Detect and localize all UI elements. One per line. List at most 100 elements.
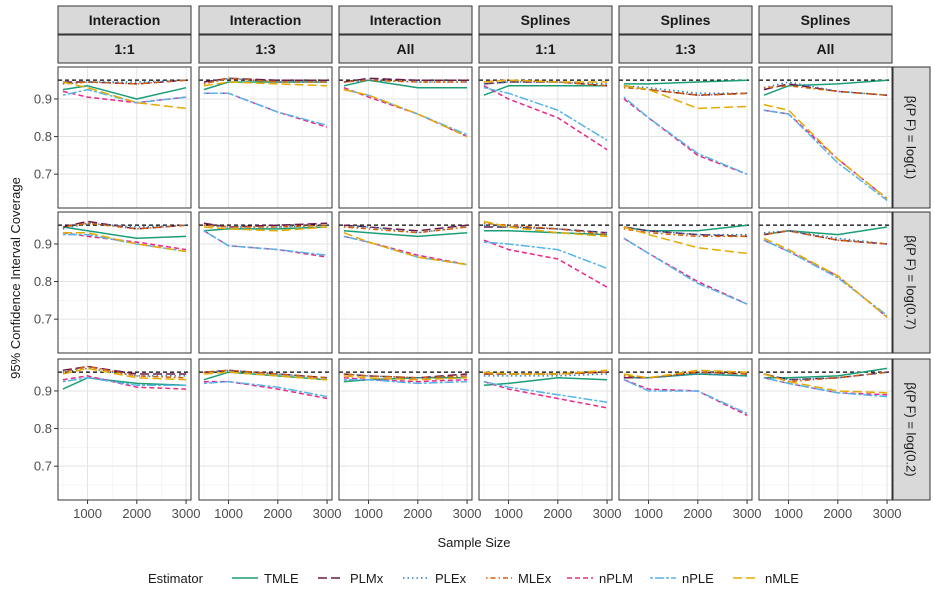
panel-r1-c6 [758, 66, 893, 209]
panel-r2-c4 [478, 211, 613, 354]
series-line-plmx [203, 369, 328, 379]
panel-background [479, 359, 612, 500]
y-tick-label: 0.9 [34, 236, 52, 251]
x-tick-label: 3000 [873, 506, 902, 521]
x-tick-label: 2000 [543, 506, 572, 521]
series-line-tmle [343, 79, 468, 89]
panel-r3-c1: 0.7 0.8 0.9 1000 2000 3000 [34, 358, 201, 521]
panel-r2-c6 [758, 211, 893, 354]
panel-background [58, 359, 191, 500]
x-tick-label: 2000 [403, 506, 432, 521]
series-line-tmle [623, 224, 748, 232]
col-strip-1-2 [57, 34, 192, 64]
series-line-nple [483, 86, 608, 141]
series-line-nple [483, 380, 608, 403]
panel-r1-c4 [478, 66, 613, 209]
series-line-nmle [763, 237, 888, 318]
series-line-plmx [343, 224, 468, 232]
x-tick-label: 1000 [634, 506, 663, 521]
legend-label-nplm: nPLM [599, 571, 633, 586]
panel-border [478, 66, 613, 209]
panel-border [57, 211, 192, 354]
series-line-nple [343, 88, 468, 136]
y-tick-label: 0.7 [34, 312, 52, 327]
series-line-nplm [483, 380, 608, 409]
x-tick-label: 2000 [122, 506, 151, 521]
series-line-tmle [763, 79, 888, 96]
col-strip-5-2 [618, 34, 753, 64]
series-line-tmle [763, 226, 888, 236]
row-strip-label-3: β(P F) = log(0.2) [904, 382, 919, 476]
series-line-mlex [203, 77, 328, 85]
series-line-tmle [203, 226, 328, 232]
series-line-plmx [763, 230, 888, 245]
panel-background [619, 359, 752, 500]
y-tick-label: 0.7 [34, 167, 52, 182]
x-tick-label: 3000 [172, 506, 201, 521]
panel-background [759, 359, 892, 500]
series-line-nple [623, 379, 748, 415]
series-line-nmle [483, 220, 608, 238]
panel-border [618, 66, 753, 209]
series-line-plex [203, 77, 328, 85]
x-tick-label: 2000 [823, 506, 852, 521]
col-strip-6-2 [758, 34, 893, 64]
panel-border [758, 358, 893, 501]
col-strip-label-2-1: Interaction [230, 12, 302, 28]
series-line-nmle [343, 88, 468, 138]
y-tick-label: 0.8 [34, 274, 52, 289]
y-axis-title: 95% Confidence Interval Coverage [8, 177, 23, 379]
row-strip-label-1: β(P F) = log(1) [904, 96, 919, 179]
series-line-plmx [62, 79, 187, 85]
series-line-nmle [203, 81, 328, 87]
panel-r3-c4: 1000 2000 3000 [478, 358, 622, 521]
panel-r3-c2: 1000 2000 3000 [198, 358, 342, 521]
series-line-plex [62, 367, 187, 377]
series-line-plmx [483, 371, 608, 375]
series-line-plmx [62, 220, 187, 230]
panel-r1-c2 [198, 66, 333, 209]
col-strip-2-1 [198, 5, 333, 35]
series-line-mlex [763, 371, 888, 383]
panels-layer: Interaction 1:1 Interaction 1:3 Interaction A… [34, 5, 931, 521]
row-strip-2 [892, 211, 931, 354]
col-strip-label-5-1: Splines [661, 12, 711, 28]
series-line-nple [763, 377, 888, 398]
panel-background [759, 212, 892, 353]
panel-r2-c2 [198, 211, 333, 354]
series-line-nmle [343, 375, 468, 381]
y-tick-label: 0.8 [34, 129, 52, 144]
series-line-nple [343, 378, 468, 385]
series-line-nplm [203, 380, 328, 400]
series-line-nplm [623, 237, 748, 305]
col-strip-3-2 [338, 34, 473, 64]
col-strip-label-1-1: Interaction [89, 12, 161, 28]
row-strip-label-2: β(P F) = log(0.7) [904, 235, 919, 329]
series-line-nmle [623, 369, 748, 379]
col-strip-label-6-2: All [817, 41, 835, 57]
col-strip-2-2 [198, 34, 333, 64]
series-line-nmle [483, 79, 608, 83]
series-line-tmle [62, 377, 187, 390]
panel-background [619, 212, 752, 353]
panel-r3-c6: 1000 2000 3000 [758, 358, 902, 521]
series-line-plex [763, 81, 888, 96]
panel-border [478, 211, 613, 354]
panel-r1-c3 [338, 66, 473, 209]
legend-label-nple: nPLE [682, 571, 714, 586]
series-line-plex [763, 230, 888, 245]
series-line-nmle [763, 103, 888, 200]
series-line-nplm [343, 377, 468, 383]
series-line-nple [623, 237, 748, 305]
col-strip-5-1 [618, 5, 753, 35]
legend-label-nmle: nMLE [765, 571, 799, 586]
row-strip-3 [892, 358, 931, 501]
series-line-nple [483, 241, 608, 270]
y-tick-label: 0.9 [34, 91, 52, 106]
x-tick-label: 2000 [683, 506, 712, 521]
col-strip-label-4-2: 1:1 [535, 41, 555, 57]
panel-background [199, 67, 332, 208]
series-line-plmx [623, 371, 748, 379]
legend-label-tmle: TMLE [264, 571, 299, 586]
